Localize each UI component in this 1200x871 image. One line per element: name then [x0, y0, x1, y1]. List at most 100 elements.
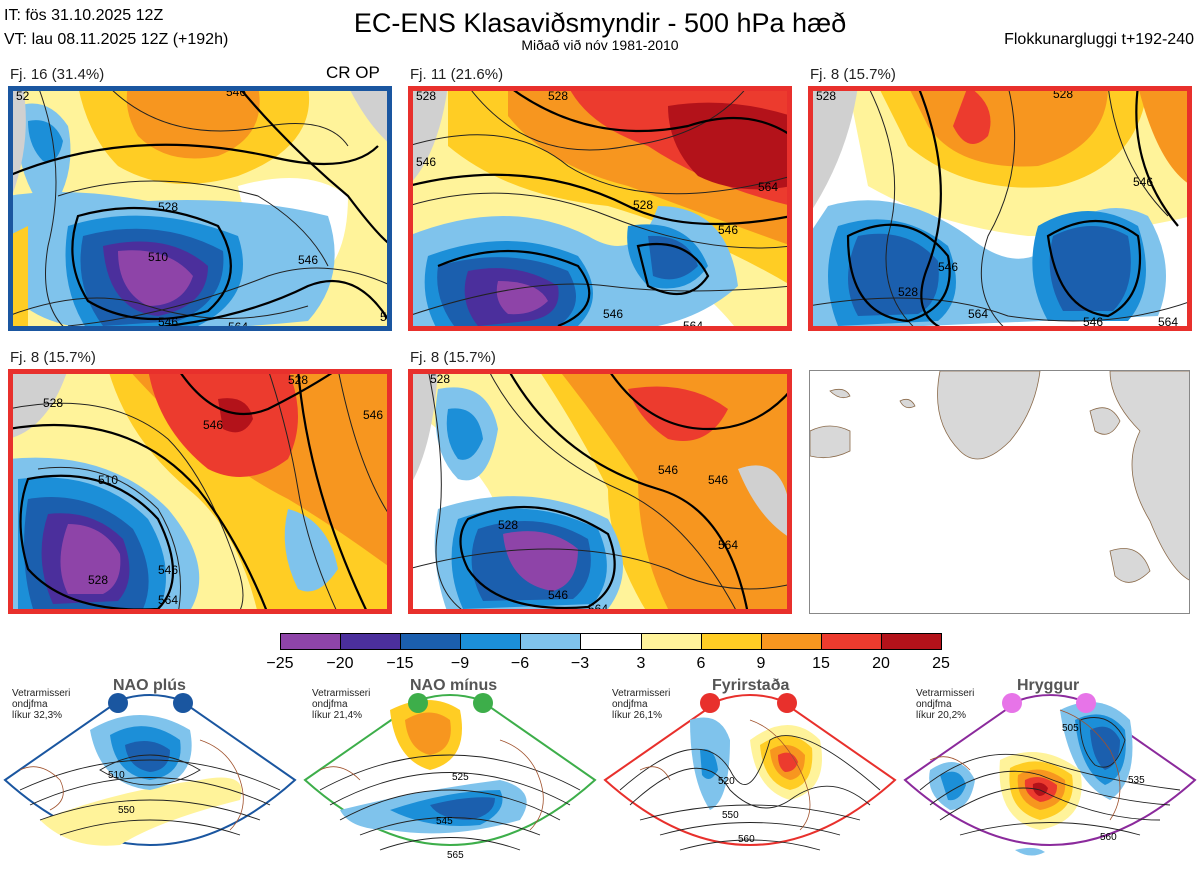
- contour-label: 535: [1128, 775, 1145, 786]
- contour-label: 546: [203, 418, 223, 432]
- contour-label: 52: [16, 89, 30, 103]
- contour-label: 505: [1062, 723, 1079, 734]
- contour-label: 528: [288, 373, 308, 387]
- page-title: EC-ENS Klasaviðsmyndir - 500 hPa hæð: [353, 8, 847, 38]
- contour-label: 546: [603, 307, 623, 321]
- base-map: [809, 370, 1190, 614]
- regime-name-ridge: Hryggur: [1017, 677, 1080, 694]
- regime-stat-ridge: Vetrarmisseri ondjfma líkur 20,2%: [916, 688, 974, 721]
- regime-stat-line: líkur 21,4%: [312, 710, 363, 721]
- cluster-map-1: 528 546 546 510 546 564 52 546: [8, 86, 392, 331]
- contour-label: 545: [436, 816, 453, 827]
- colorbar-swatch: [281, 634, 342, 649]
- contour-label: 550: [118, 805, 135, 816]
- regime-marker-dot: [700, 693, 720, 713]
- colorbar-tick: −3: [570, 655, 590, 672]
- panel-5-label: Fj. 8 (15.7%): [410, 349, 496, 366]
- regime-stat-line: líkur 26,1%: [612, 710, 663, 721]
- colorbar-swatch: [761, 634, 822, 649]
- colorbar-swatch: [881, 634, 942, 649]
- regime-stat-line: ondjfma: [12, 699, 48, 710]
- contour-label: 564: [228, 320, 248, 331]
- contour-label: 564: [968, 307, 988, 321]
- contour-label: 528: [898, 285, 918, 299]
- colorbar-swatch: [641, 634, 702, 649]
- contour-label: 528: [498, 518, 518, 532]
- contour-label: 546: [1083, 315, 1103, 329]
- classification-window: Flokkunargluggi t+192-240: [1004, 31, 1194, 48]
- init-time: IT: fös 31.10.2025 12Z: [4, 7, 164, 24]
- cluster-3-frame: [808, 86, 1192, 331]
- contour-label: 564: [1158, 315, 1178, 329]
- contour-label: 528: [430, 372, 450, 386]
- regime-map-nao-minus: 525 545 565: [300, 680, 600, 871]
- regime-stat-line: ondjfma: [916, 699, 952, 710]
- page-subtitle: Miðað við nóv 1981-2010: [521, 37, 679, 53]
- cluster-map-3: 528 528 546 546 546 528 564 564: [808, 86, 1192, 331]
- colorbar-tick: 9: [756, 655, 766, 672]
- regime-stat-nao-minus: Vetrarmisseri ondjfma líkur 21,4%: [312, 688, 370, 721]
- cluster-1-frame: [8, 86, 392, 331]
- regime-stat-line: ondjfma: [612, 699, 648, 710]
- contour-label: 510: [98, 473, 118, 487]
- colorbar-swatch: [401, 634, 462, 649]
- contour-label: 565: [447, 850, 464, 861]
- contour-label: 528: [416, 89, 436, 103]
- regime-map-ridge: 505 535 560: [900, 680, 1200, 871]
- colorbar-tick: −9: [450, 655, 470, 672]
- regime-map-blocking: 520 550 560: [600, 680, 900, 871]
- colorbar-swatch: [521, 634, 582, 649]
- panel-1-tag: CR OP: [326, 63, 380, 82]
- regime-name-nao-minus: NAO mínus: [410, 677, 498, 694]
- regime-stat-blocking: Vetrarmisseri ondjfma líkur 26,1%: [612, 688, 670, 721]
- regime-stat-line: Vetrarmisseri: [916, 688, 975, 699]
- contour-label: 528: [88, 573, 108, 587]
- contour-label: 546: [718, 223, 738, 237]
- regime-marker-dot: [108, 693, 128, 713]
- regime-stat-line: líkur 32,3%: [12, 710, 63, 721]
- cluster-5-frame: [408, 369, 792, 614]
- valid-time: VT: lau 08.11.2025 12Z (+192h): [4, 31, 229, 48]
- colorbar-tick: −20: [326, 655, 354, 672]
- colorbar-swatch: [701, 634, 762, 649]
- colorbar-swatch: [341, 634, 402, 649]
- regime-stat-line: ondjfma: [312, 699, 348, 710]
- regime-name-blocking: Fyrirstaða: [712, 677, 790, 694]
- contour-label: 546: [158, 563, 178, 577]
- panel-1-label: Fj. 16 (31.4%): [10, 66, 105, 83]
- contour-label: 560: [1100, 832, 1117, 843]
- regime-marker-dot: [408, 693, 428, 713]
- regime-marker-dot: [1076, 693, 1096, 713]
- colorbar-tick: 15: [812, 655, 830, 672]
- contour-label: 546: [363, 408, 383, 422]
- panel-3-label: Fj. 8 (15.7%): [810, 66, 896, 83]
- regime-stat-line: Vetrarmisseri: [312, 688, 371, 699]
- colorbar-tick: 3: [636, 655, 646, 672]
- colorbar-swatch: [581, 634, 642, 649]
- colorbar-tick: −6: [510, 655, 530, 672]
- colorbar-swatch: [821, 634, 882, 649]
- regime-stat-line: líkur 20,2%: [916, 710, 967, 721]
- contour-label: 510: [108, 770, 125, 781]
- regime-stat-line: Vetrarmisseri: [12, 688, 71, 699]
- regime-name-nao-plus: NAO plús: [113, 677, 186, 694]
- contour-label: 546: [658, 463, 678, 477]
- contour-label: 560: [738, 834, 755, 845]
- panel-2-label: Fj. 11 (21.6%): [410, 66, 504, 83]
- contour-label: 528: [548, 89, 568, 103]
- regime-marker-dot: [173, 693, 193, 713]
- contour-label: 520: [718, 776, 735, 787]
- cluster-map-2: 528 528 546 564 528 546 546 564: [408, 86, 792, 331]
- contour-label: 528: [43, 396, 63, 410]
- contour-label: 528: [633, 198, 653, 212]
- regime-marker-dot: [777, 693, 797, 713]
- contour-label: 510: [148, 250, 168, 264]
- contour-label: 528: [816, 89, 836, 103]
- colorbar-tick: 6: [696, 655, 706, 672]
- colorbar-ticks: −25 −20 −15 −9 −6 −3 3 6 9 15 20 25: [0, 655, 1200, 675]
- colorbar-tick: −15: [386, 655, 414, 672]
- panel-4-label: Fj. 8 (15.7%): [10, 349, 96, 366]
- contour-label: 546: [416, 155, 436, 169]
- contour-label: 564: [758, 180, 778, 194]
- cluster-map-4: 528 528 546 546 510 528 546 564: [8, 369, 392, 614]
